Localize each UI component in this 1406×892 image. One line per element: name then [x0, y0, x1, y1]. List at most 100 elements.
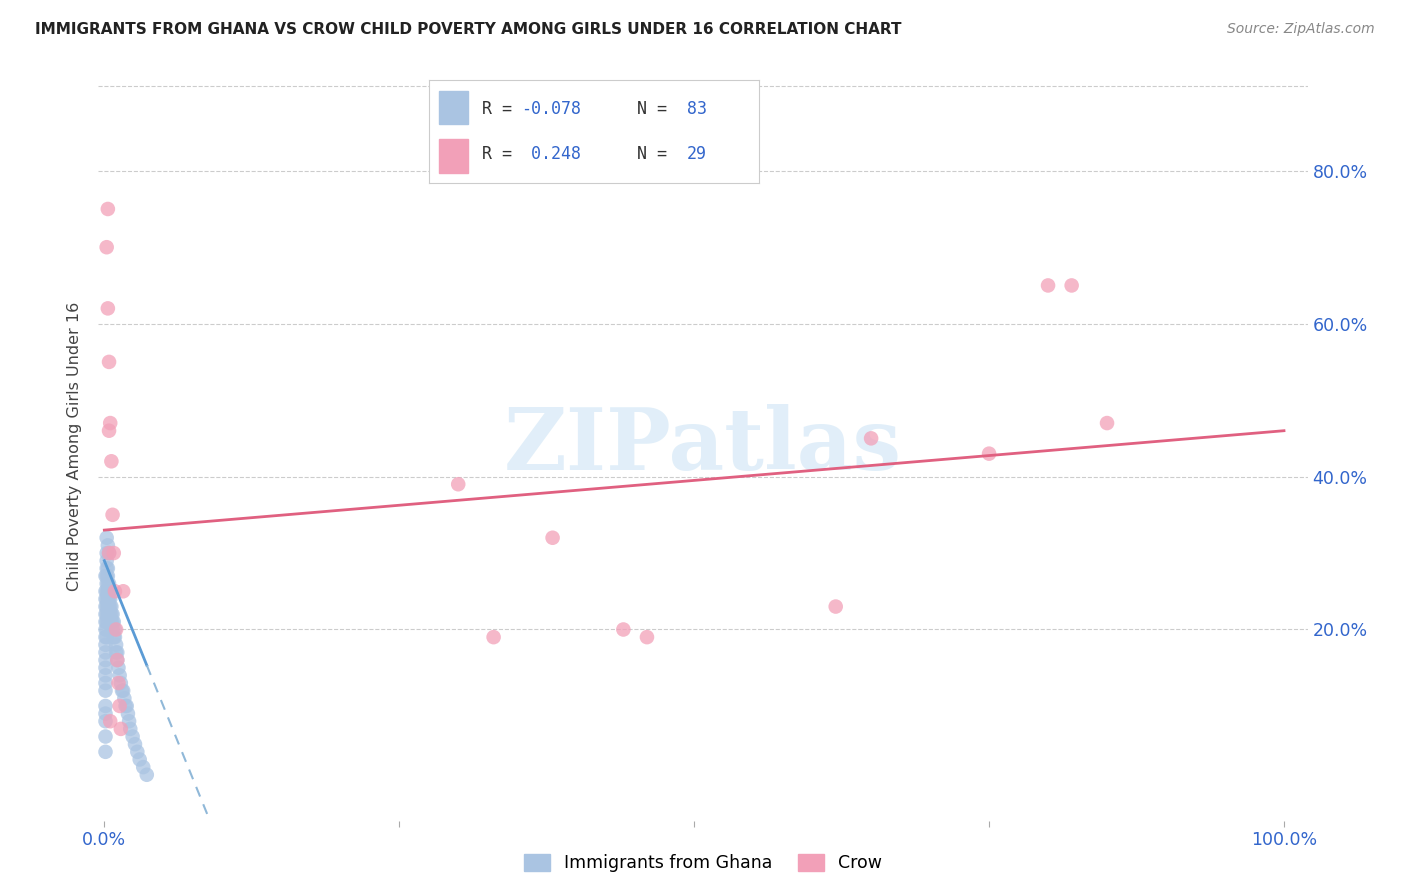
Point: [105, 653, 128, 667]
Point: [94, 714, 117, 729]
Point: [96, 607, 118, 622]
Point: [96, 630, 118, 644]
Point: [94, 638, 117, 652]
Point: [132, 760, 155, 774]
Point: [94, 591, 117, 606]
Text: ZIPatlas: ZIPatlas: [503, 404, 903, 488]
Point: [127, 745, 149, 759]
Point: [128, 752, 150, 766]
Point: [124, 737, 146, 751]
Point: [94, 569, 117, 583]
Point: [612, 623, 634, 637]
Point: [98, 599, 121, 614]
Point: [105, 623, 128, 637]
Point: [98, 546, 121, 560]
Point: [104, 623, 127, 637]
Point: [96, 240, 118, 254]
Text: R =: R =: [482, 145, 522, 163]
Point: [101, 607, 124, 622]
Point: [98, 607, 121, 622]
Point: [108, 668, 131, 682]
Point: [98, 599, 121, 614]
Point: [98, 546, 121, 560]
Point: [94, 745, 117, 759]
Point: [118, 714, 141, 729]
Point: [100, 599, 122, 614]
Point: [97, 538, 120, 552]
Point: [97, 591, 120, 606]
Point: [94, 706, 117, 721]
Text: 83: 83: [686, 100, 707, 118]
Point: [860, 431, 883, 445]
Point: [105, 653, 128, 667]
Point: [94, 653, 117, 667]
Point: [103, 546, 125, 560]
Point: [97, 584, 120, 599]
Point: [96, 615, 118, 629]
Text: 29: 29: [686, 145, 707, 163]
Point: [100, 615, 122, 629]
Text: 0.248: 0.248: [522, 145, 581, 163]
Point: [824, 599, 846, 614]
Point: [96, 554, 118, 568]
Point: [103, 630, 125, 644]
Point: [977, 447, 1000, 461]
Point: [96, 623, 118, 637]
Point: [94, 683, 117, 698]
Point: [114, 698, 136, 713]
Point: [1036, 278, 1059, 293]
Point: [100, 607, 122, 622]
Point: [101, 508, 124, 522]
Point: [105, 645, 128, 659]
Point: [97, 607, 120, 622]
Point: [98, 607, 121, 622]
Bar: [439, 139, 468, 173]
Point: [121, 730, 143, 744]
Point: [103, 615, 125, 629]
Point: [96, 569, 118, 583]
Point: [98, 714, 121, 729]
Point: [108, 698, 131, 713]
Point: [110, 676, 132, 690]
Point: [97, 301, 120, 316]
Point: [101, 623, 124, 637]
Point: [112, 691, 135, 706]
Bar: [439, 91, 468, 124]
Point: [105, 645, 128, 659]
Point: [98, 591, 121, 606]
Point: [101, 615, 124, 629]
Point: [97, 569, 120, 583]
Point: [97, 561, 120, 575]
Text: R =: R =: [482, 100, 522, 118]
Point: [98, 576, 121, 591]
Point: [97, 202, 120, 216]
Point: [94, 584, 117, 599]
Text: Source: ZipAtlas.com: Source: ZipAtlas.com: [1227, 22, 1375, 37]
Point: [98, 591, 121, 606]
Point: [96, 584, 118, 599]
Point: [105, 638, 128, 652]
Point: [135, 768, 157, 782]
Point: [94, 599, 117, 614]
Point: [117, 706, 139, 721]
Point: [96, 591, 118, 606]
Point: [94, 607, 117, 622]
Point: [104, 630, 127, 644]
Point: [111, 683, 134, 698]
Point: [94, 698, 117, 713]
Point: [97, 615, 120, 629]
Point: [110, 722, 132, 736]
Point: [94, 630, 117, 644]
Point: [96, 531, 118, 545]
Point: [100, 454, 122, 468]
Point: [94, 645, 117, 659]
Point: [112, 584, 135, 599]
Point: [96, 561, 118, 575]
Point: [96, 576, 118, 591]
Text: -0.078: -0.078: [522, 100, 581, 118]
Point: [1060, 278, 1083, 293]
Point: [94, 661, 117, 675]
Legend: Immigrants from Ghana, Crow: Immigrants from Ghana, Crow: [517, 847, 889, 880]
Point: [96, 599, 118, 614]
Point: [482, 630, 505, 644]
